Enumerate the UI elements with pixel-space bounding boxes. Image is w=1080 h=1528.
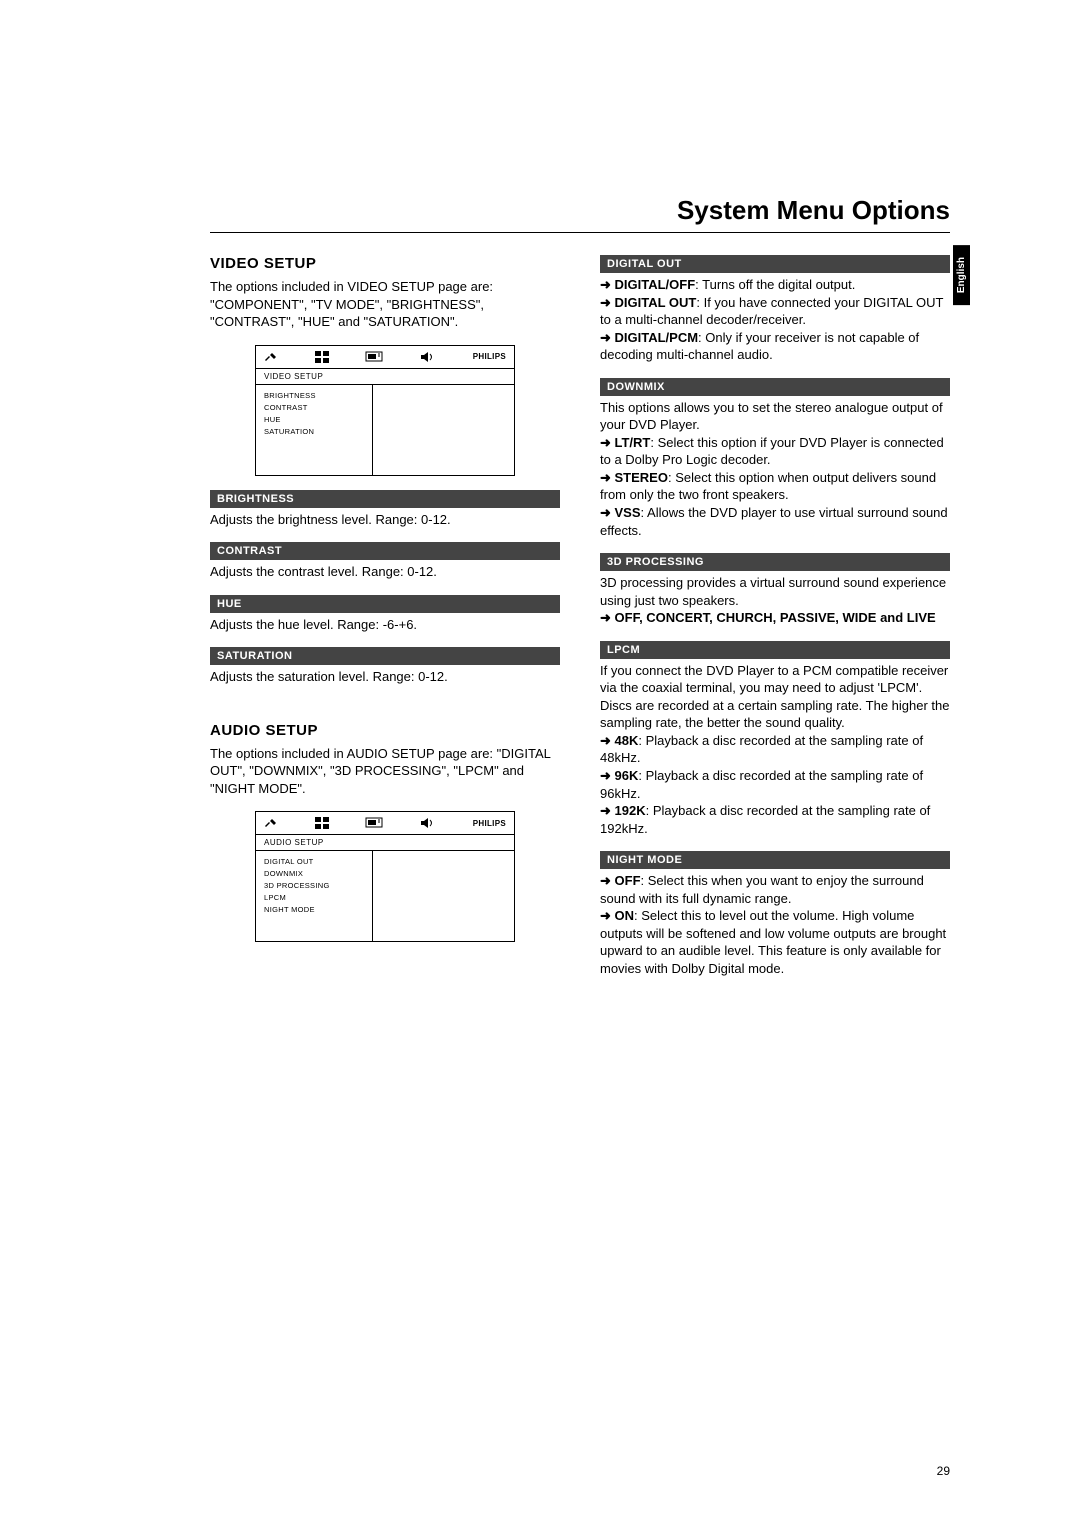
lpcm-l1: ➜ 48K: Playback a disc recorded at the s… [600,732,950,767]
lpcm-l2: ➜ 96K: Playback a disc recorded at the s… [600,767,950,802]
digital-out-bar: DIGITAL OUT [600,255,950,273]
grid-icon [315,817,329,829]
osd1-item: SATURATION [264,426,364,438]
osd2-list: DIGITAL OUT DOWNMIX 3D PROCESSING LPCM N… [256,851,372,941]
proc3d-opts: ➜ OFF, CONCERT, CHURCH, PASSIVE, WIDE an… [600,609,950,627]
proc3d-bar: 3D PROCESSING [600,553,950,571]
osd1-right-pane [372,385,514,475]
proc3d-intro: 3D processing provides a virtual surroun… [600,574,950,609]
brightness-text: Adjusts the brightness level. Range: 0-1… [210,511,560,529]
osd1-list: BRIGHTNESS CONTRAST HUE SATURATION [256,385,372,475]
page-number: 29 [937,1464,950,1478]
osd2-item: LPCM [264,892,364,904]
osd2-label: AUDIO SETUP [256,835,514,851]
osd2-item: DIGITAL OUT [264,856,364,868]
osd1-item: BRIGHTNESS [264,390,364,402]
contrast-text: Adjusts the contrast level. Range: 0-12. [210,563,560,581]
osd-audio-setup: PHILIPS AUDIO SETUP DIGITAL OUT DOWNMIX … [255,811,515,942]
contrast-bar: CONTRAST [210,542,560,560]
digital-out-l1: ➜ DIGITAL/OFF: Turns off the digital out… [600,276,950,294]
digital-out-l3: ➜ DIGITAL/PCM: Only if your receiver is … [600,329,950,364]
audio-setup-intro: The options included in AUDIO SETUP page… [210,745,560,798]
osd-tab-row: PHILIPS [256,346,514,369]
language-tab: English [953,245,970,305]
osd2-item: 3D PROCESSING [264,880,364,892]
osd-video-setup: PHILIPS VIDEO SETUP BRIGHTNESS CONTRAST … [255,345,515,476]
saturation-bar: SATURATION [210,647,560,665]
downmix-bar: DOWNMIX [600,378,950,396]
brand-label: PHILIPS [473,819,506,828]
tv-icon [365,817,383,829]
osd2-item: NIGHT MODE [264,904,364,916]
audio-setup-heading: AUDIO SETUP [210,722,560,739]
lpcm-bar: LPCM [600,641,950,659]
digital-out-l2: ➜ DIGITAL OUT: If you have connected you… [600,294,950,329]
osd1-item: HUE [264,414,364,426]
osd1-item: CONTRAST [264,402,364,414]
downmix-intro: This options allows you to set the stere… [600,399,950,434]
night-l1: ➜ OFF: Select this when you want to enjo… [600,872,950,907]
lpcm-l3: ➜ 192K: Playback a disc recorded at the … [600,802,950,837]
hue-text: Adjusts the hue level. Range: -6-+6. [210,616,560,634]
osd1-label: VIDEO SETUP [256,369,514,385]
brightness-bar: BRIGHTNESS [210,490,560,508]
tv-icon [365,351,383,363]
grid-icon [315,351,329,363]
osd-tab-row: PHILIPS [256,812,514,835]
left-column: VIDEO SETUP The options included in VIDE… [130,255,560,978]
speaker-icon [420,351,436,363]
saturation-text: Adjusts the saturation level. Range: 0-1… [210,668,560,686]
lpcm-p2: Discs are recorded at a certain sampling… [600,697,950,732]
downmix-l2: ➜ STEREO: Select this option when output… [600,469,950,504]
brand-label: PHILIPS [473,352,506,361]
osd2-right-pane [372,851,514,941]
video-setup-intro: The options included in VIDEO SETUP page… [210,278,560,331]
osd2-item: DOWNMIX [264,868,364,880]
night-bar: NIGHT MODE [600,851,950,869]
page-title: System Menu Options [210,195,950,233]
night-l2: ➜ ON: Select this to level out the volum… [600,907,950,977]
downmix-l3: ➜ VSS: Allows the DVD player to use virt… [600,504,950,539]
tools-icon [264,351,278,363]
hue-bar: HUE [210,595,560,613]
speaker-icon [420,817,436,829]
right-column: DIGITAL OUT ➜ DIGITAL/OFF: Turns off the… [600,255,950,978]
lpcm-p1: If you connect the DVD Player to a PCM c… [600,662,950,697]
tools-icon [264,817,278,829]
downmix-l1: ➜ LT/RT: Select this option if your DVD … [600,434,950,469]
video-setup-heading: VIDEO SETUP [210,255,560,272]
